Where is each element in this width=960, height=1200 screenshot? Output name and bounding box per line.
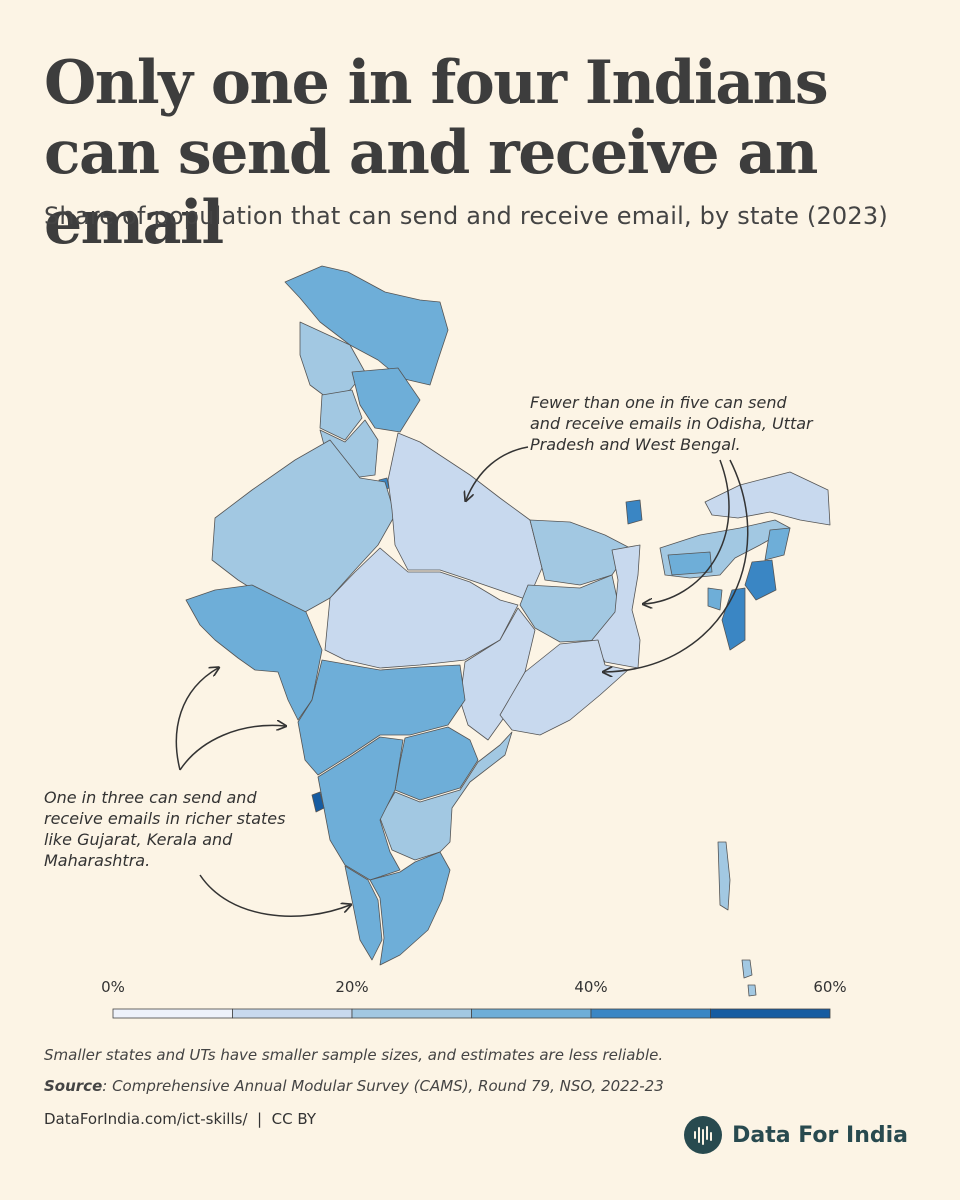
region-madhya-pradesh [324,547,519,669]
region-andhra-pradesh [379,731,513,861]
brand-name: Data For India [732,1122,908,1148]
legend-bin-4 [590,1008,711,1019]
region-gujarat [185,584,323,721]
annotation-bottom-arrow-maharashtra [179,725,285,771]
legend-bin-2 [351,1008,472,1019]
region-uttarakhand [351,367,421,433]
region-arunachal [704,471,831,526]
source-text: : Comprehensive Annual Modular Survey (C… [102,1077,664,1095]
region-meghalaya [667,551,713,576]
region-punjab [319,389,363,441]
legend-bin-0 [112,1008,233,1019]
page-title: Only one in four Indians can send and re… [44,48,829,258]
region-jammu-kashmir-ladakh [284,265,449,386]
brand: Data For India [684,1116,908,1154]
legend-tick-label: 40% [574,978,607,996]
region-uttar-pradesh [387,432,543,601]
region-mizoram [721,587,746,651]
annotation-bottom-arrow-kerala [199,874,350,917]
india-choropleth-map [175,265,831,997]
region-manipur [744,559,777,601]
annotation-top-arrow-wb [644,459,730,604]
footer-link-line: DataForIndia.com/ict-skills/ | CC BY [44,1110,317,1128]
legend-tick-label: 60% [813,978,846,996]
source-line: Source: Comprehensive Annual Modular Sur… [44,1077,664,1095]
region-andaman-nicobar [717,841,757,997]
legend-tick-label: 0% [101,978,125,996]
annotation-low-states: Fewer than one in five can send and rece… [530,393,813,454]
region-nagaland [764,527,791,561]
source-label: Source [44,1077,103,1095]
annotation-rich-states: One in three can send and receive emails… [44,788,286,870]
region-maharashtra [297,659,466,776]
license: CC BY [271,1110,317,1128]
region-goa [311,791,325,813]
annotation-top-arrow-up [466,446,529,500]
region-sikkim [625,499,643,525]
legend-bin-5 [710,1008,831,1019]
source-link[interactable]: DataForIndia.com/ict-skills/ [44,1110,248,1128]
legend-tick-label: 20% [335,978,368,996]
legend-bin-3 [471,1008,592,1019]
color-legend: 0% 20% 40% 60% [101,978,847,1019]
legend-bin-1 [232,1008,353,1019]
annotation-top-arrow-odisha [604,459,749,672]
page-subtitle: Share of population that can send and re… [44,202,888,230]
data-for-india-logo-icon [684,1116,723,1154]
annotation-bottom-arrow-gujarat [175,668,218,771]
region-tripura [707,587,723,611]
region-karnataka [317,736,404,881]
footnote: Smaller states and UTs have smaller samp… [44,1046,664,1064]
region-tamil-nadu [369,851,451,966]
